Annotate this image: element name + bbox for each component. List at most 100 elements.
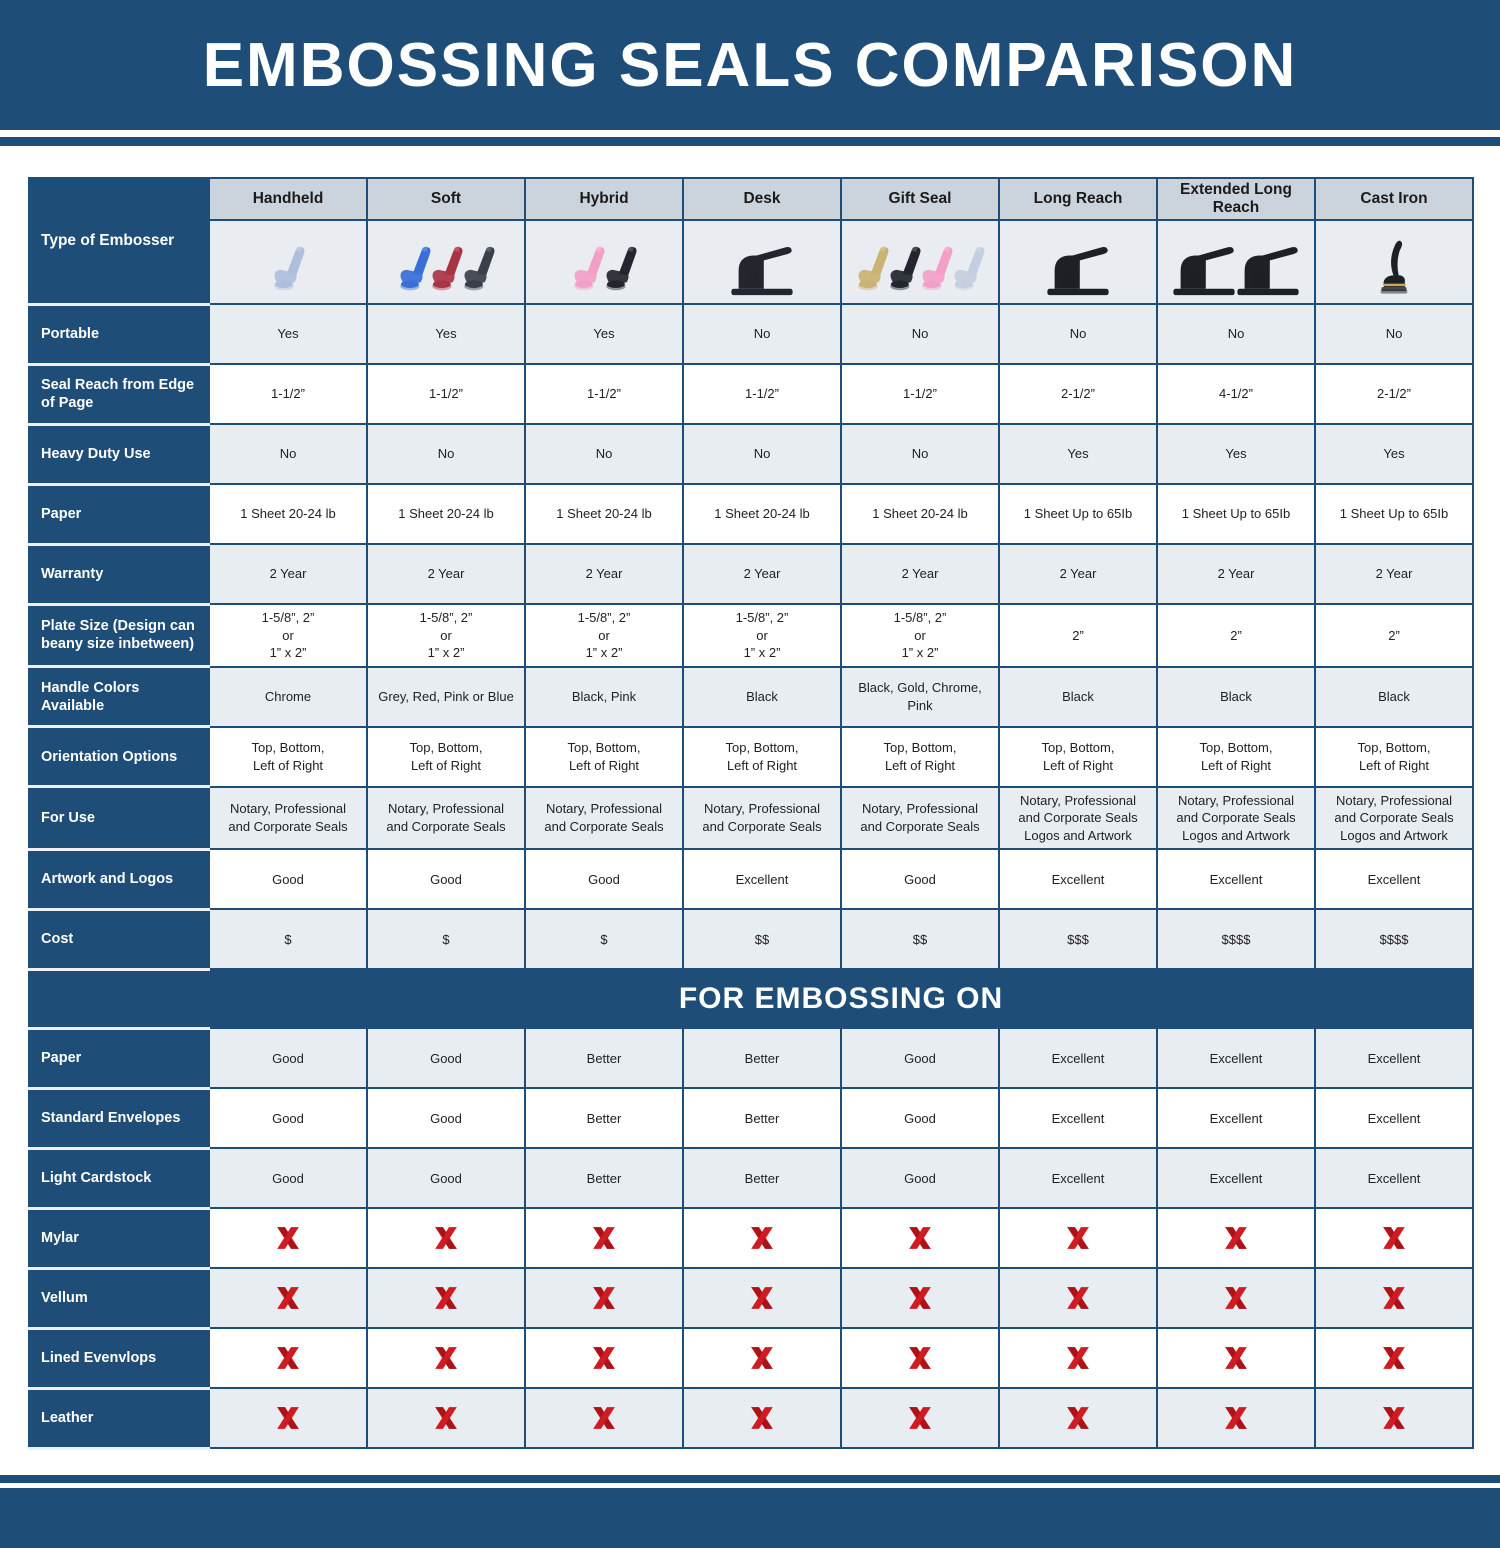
spec-cell	[524, 1267, 684, 1330]
spec-cell: Notary, Professional and Corporate Seals	[840, 785, 1000, 851]
spec-cell: Better	[524, 1087, 684, 1150]
spec-cell: 1 Sheet 20-24 lb	[840, 483, 1000, 545]
spec-cell: 2 Year	[208, 543, 368, 605]
section-title: FOR EMBOSSING ON	[208, 968, 1474, 1030]
red-x-icon	[591, 1405, 617, 1431]
spec-cell: Top, Bottom, Left of Right	[682, 725, 842, 788]
red-x-icon	[1223, 1225, 1249, 1251]
spec-cell: Notary, Professional and Corporate Seals	[682, 785, 842, 851]
spec-cell	[1156, 1207, 1316, 1270]
red-x-icon	[749, 1285, 775, 1311]
handheld-embosser-icon	[266, 235, 310, 299]
spec-cell	[524, 1387, 684, 1450]
red-x-icon	[275, 1225, 301, 1251]
row-label: Artwork and Logos	[28, 847, 210, 911]
spec-cell: No	[682, 423, 842, 485]
spec-cell	[840, 1267, 1000, 1330]
spec-cell: 1-1/2”	[840, 363, 1000, 425]
column-header-soft: Soft	[366, 177, 526, 221]
spec-cell: Excellent	[682, 848, 842, 911]
embosser-image-cell-handheld	[208, 219, 368, 305]
row-cost: Cost $ $ $ $$ $$ $$$ $$$$ $$$$	[28, 907, 1474, 971]
embosser-image-cell-desk	[682, 219, 842, 305]
column-header-row: Type of Embosser Handheld Soft Hybrid Desk Gi…	[28, 177, 1474, 306]
spec-cell: Better	[682, 1027, 842, 1090]
embosser-image-row	[29, 219, 1474, 305]
spec-cell: 2”	[1314, 603, 1474, 668]
spec-cell: No	[840, 303, 1000, 365]
spec-cell: Black	[1156, 665, 1316, 728]
spec-cell	[366, 1327, 526, 1390]
embosser-image-cell-long-reach	[998, 219, 1158, 305]
divider	[0, 1474, 1500, 1483]
long-reach-embosser-icon	[1042, 239, 1114, 299]
spec-cell: Black	[1314, 665, 1474, 728]
red-x-icon	[1065, 1225, 1091, 1251]
spec-cell	[1156, 1387, 1316, 1450]
spec-cell: Top, Bottom, Left of Right	[1156, 725, 1316, 788]
column-header-gift-seal: Gift Seal	[840, 177, 1000, 221]
spec-cell: Black, Pink	[524, 665, 684, 728]
row-label: Plate Size (Design can beany size inbetw…	[28, 602, 210, 669]
spec-cell: Notary, Professional and Corporate Seals	[524, 785, 684, 851]
spec-cell: Notary, Professional and Corporate Seals	[366, 785, 526, 851]
red-x-icon	[1065, 1345, 1091, 1371]
extended-long-reach-embosser-icon	[1232, 239, 1304, 299]
embosser-image-cell-extended-long-reach	[1156, 219, 1316, 305]
row-warranty: Warranty 2 Year 2 Year 2 Year 2 Year 2 Year 2 …	[28, 542, 1474, 606]
spec-cell: 2 Year	[366, 543, 526, 605]
row-paper: Paper 1 Sheet 20-24 lb 1 Sheet 20-24 lb 1 S…	[28, 482, 1474, 546]
spec-cell: $	[208, 908, 368, 971]
row-seal-reach-from-edge-of-page: Seal Reach from Edge of Page 1-1/2” 1-1/2”…	[28, 362, 1474, 426]
row-for-use: For Use Notary, Professional and Corporat…	[28, 785, 1474, 851]
embosser-image-cell-hybrid	[524, 219, 684, 305]
spec-cell	[1314, 1387, 1474, 1450]
row-label: Heavy Duty Use	[28, 422, 210, 486]
spec-cell: No	[208, 423, 368, 485]
cast-iron-embosser-icon	[1374, 235, 1414, 299]
spec-cell	[998, 1207, 1158, 1270]
spec-cell: 1 Sheet Up to 65Ib	[1156, 483, 1316, 545]
spec-cell: Better	[524, 1147, 684, 1210]
spec-cell: 2 Year	[524, 543, 684, 605]
spec-cell	[208, 1387, 368, 1450]
column-header-cast-iron: Cast Iron	[1314, 177, 1474, 221]
hybrid-embosser-black-icon	[598, 235, 642, 299]
spec-cell: $	[366, 908, 526, 971]
spec-cell: Better	[682, 1087, 842, 1150]
spec-cell: 2”	[1156, 603, 1316, 668]
spec-cell: 4-1/2”	[1156, 363, 1316, 425]
spec-cell: Good	[840, 1147, 1000, 1210]
spec-cell: 2”	[998, 603, 1158, 668]
spec-cell	[208, 1267, 368, 1330]
spec-cell: 2-1/2”	[1314, 363, 1474, 425]
red-x-icon	[591, 1345, 617, 1371]
spec-cell: Top, Bottom, Left of Right	[998, 725, 1158, 788]
spec-cell	[1156, 1267, 1316, 1330]
spec-cell: Yes	[1156, 423, 1316, 485]
row-label: Portable	[28, 302, 210, 366]
red-x-icon	[1223, 1345, 1249, 1371]
spec-cell: 1-5/8”, 2” or 1” x 2”	[524, 603, 684, 668]
row-label: Vellum	[28, 1266, 210, 1330]
red-x-icon	[907, 1405, 933, 1431]
spec-cell	[366, 1267, 526, 1330]
spec-cell: Good	[524, 848, 684, 911]
red-x-icon	[1223, 1405, 1249, 1431]
red-x-icon	[433, 1405, 459, 1431]
spec-cell: Black	[682, 665, 842, 728]
row-label: Seal Reach from Edge of Page	[28, 362, 210, 426]
spec-cell: Top, Bottom, Left of Right	[524, 725, 684, 788]
spec-cell: Good	[366, 848, 526, 911]
spec-cell: Grey, Red, Pink or Blue	[366, 665, 526, 728]
row-label: Standard Envelopes	[28, 1086, 210, 1150]
spec-cell: 1 Sheet 20-24 lb	[208, 483, 368, 545]
spec-cell: 1-1/2”	[208, 363, 368, 425]
spec-cell: 2 Year	[1314, 543, 1474, 605]
row-label: Mylar	[28, 1206, 210, 1270]
spec-cell	[682, 1387, 842, 1450]
spec-cell: Good	[840, 1027, 1000, 1090]
spec-cell: Good	[840, 848, 1000, 911]
spec-cell: 2 Year	[1156, 543, 1316, 605]
row-handle-colors-available: Handle Colors Available Chrome Grey, Red, …	[28, 665, 1474, 729]
